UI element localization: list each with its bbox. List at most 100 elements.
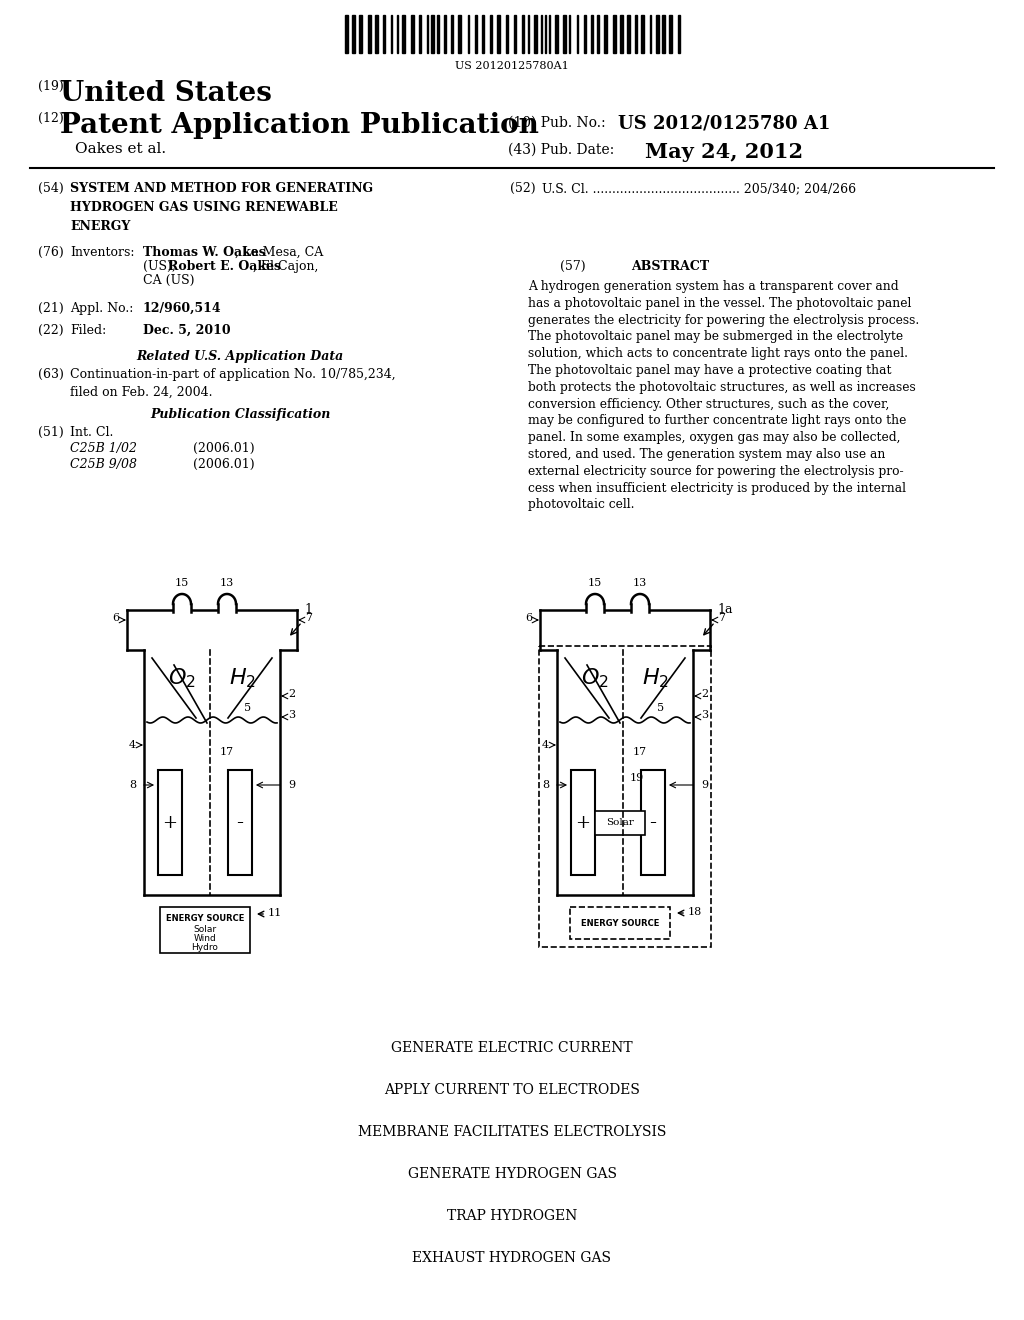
Text: 17: 17 (220, 747, 234, 756)
Text: 3: 3 (701, 710, 709, 719)
Text: (22): (22) (38, 323, 63, 337)
Text: 7: 7 (718, 612, 725, 623)
Text: C25B 1/02: C25B 1/02 (70, 442, 137, 455)
Bar (402, 15, 406, 53)
Bar (228, 770, 252, 875)
Text: APPLY CURRENT TO ELECTRODES: APPLY CURRENT TO ELECTRODES (384, 1082, 640, 1097)
Bar (444, 15, 446, 53)
Bar (514, 15, 516, 53)
Text: +: + (163, 813, 177, 832)
Text: +: + (575, 813, 591, 832)
Bar (368, 15, 371, 53)
Text: (19): (19) (38, 81, 63, 92)
Bar (597, 15, 599, 53)
Text: 13: 13 (633, 578, 647, 587)
Text: Hydro: Hydro (191, 942, 218, 952)
Text: (US);: (US); (143, 260, 180, 273)
Text: TRAP HYDROGEN: TRAP HYDROGEN (446, 1209, 578, 1224)
Text: 17: 17 (633, 747, 647, 756)
Bar (656, 15, 659, 53)
Text: May 24, 2012: May 24, 2012 (645, 143, 803, 162)
Bar (641, 15, 644, 53)
Bar (613, 15, 616, 53)
Text: 9: 9 (701, 780, 709, 789)
Bar (571, 770, 595, 875)
Text: $H_2$: $H_2$ (641, 667, 669, 690)
Text: Dec. 5, 2010: Dec. 5, 2010 (143, 323, 230, 337)
Text: (12): (12) (38, 112, 63, 125)
Text: 7: 7 (305, 612, 312, 623)
Bar (475, 15, 477, 53)
Text: (10) Pub. No.:: (10) Pub. No.: (508, 116, 605, 129)
Text: GENERATE HYDROGEN GAS: GENERATE HYDROGEN GAS (408, 1167, 616, 1181)
Text: 6: 6 (525, 612, 532, 623)
Text: (52): (52) (510, 182, 536, 195)
Text: Oakes et al.: Oakes et al. (75, 143, 166, 156)
Bar (352, 15, 355, 53)
Text: (57): (57) (560, 260, 586, 273)
Bar (160, 907, 250, 953)
Text: ABSTRACT: ABSTRACT (631, 260, 709, 273)
Text: 8: 8 (542, 780, 549, 789)
Text: MEMBRANE FACILITATES ELECTROLYSIS: MEMBRANE FACILITATES ELECTROLYSIS (357, 1125, 667, 1139)
Text: U.S. Cl. ...................................... 205/340; 204/266: U.S. Cl. ...............................… (542, 182, 856, 195)
Text: (63): (63) (38, 368, 63, 381)
Text: 18: 18 (688, 907, 702, 917)
Bar (591, 15, 593, 53)
Text: 3: 3 (288, 710, 295, 719)
Text: Inventors:: Inventors: (70, 246, 134, 259)
Text: 5: 5 (657, 704, 665, 713)
Text: Solar: Solar (194, 925, 216, 935)
Text: 9: 9 (288, 780, 295, 789)
Bar (534, 15, 537, 53)
Bar (437, 15, 439, 53)
Text: , La Mesa, CA: , La Mesa, CA (234, 246, 324, 259)
Text: 1a: 1a (717, 603, 732, 616)
Text: Thomas W. Oakes: Thomas W. Oakes (143, 246, 266, 259)
Bar (570, 907, 670, 939)
Text: 19: 19 (630, 774, 644, 783)
Text: (2006.01): (2006.01) (193, 458, 255, 471)
Bar (411, 15, 414, 53)
Text: US 20120125780A1: US 20120125780A1 (455, 61, 569, 71)
Text: Patent Application Publication: Patent Application Publication (60, 112, 539, 139)
Text: 15: 15 (175, 578, 189, 587)
Text: C25B 9/08: C25B 9/08 (70, 458, 137, 471)
Text: Solar: Solar (606, 818, 634, 828)
Bar (563, 15, 566, 53)
Text: EXHAUST HYDROGEN GAS: EXHAUST HYDROGEN GAS (413, 1251, 611, 1265)
Bar (359, 15, 362, 53)
Bar (419, 15, 421, 53)
Bar (451, 15, 453, 53)
Text: (54): (54) (38, 182, 63, 195)
Bar (345, 15, 348, 53)
Text: ENERGY SOURCE: ENERGY SOURCE (166, 913, 244, 923)
Text: (51): (51) (38, 426, 63, 440)
Bar (383, 15, 385, 53)
Text: Filed:: Filed: (70, 323, 106, 337)
Text: 6: 6 (112, 612, 119, 623)
Text: (2006.01): (2006.01) (193, 442, 255, 455)
Bar (662, 15, 665, 53)
Text: $O_2$: $O_2$ (168, 667, 196, 690)
Text: Continuation-in-part of application No. 10/785,234,
filed on Feb. 24, 2004.: Continuation-in-part of application No. … (70, 368, 395, 399)
Text: 5: 5 (244, 704, 251, 713)
Text: (43) Pub. Date:: (43) Pub. Date: (508, 143, 614, 157)
Bar (678, 15, 680, 53)
Text: 2: 2 (288, 689, 295, 700)
Text: -: - (237, 813, 244, 832)
Bar (555, 15, 558, 53)
Text: -: - (649, 813, 656, 832)
Text: (76): (76) (38, 246, 63, 259)
Text: Int. Cl.: Int. Cl. (70, 426, 114, 440)
Bar (604, 15, 607, 53)
Bar (490, 15, 492, 53)
Text: United States: United States (60, 81, 272, 107)
Bar (522, 15, 524, 53)
Bar (641, 770, 665, 875)
Bar (539, 645, 711, 946)
Text: Wind: Wind (194, 935, 216, 942)
Text: SYSTEM AND METHOD FOR GENERATING
HYDROGEN GAS USING RENEWABLE
ENERGY: SYSTEM AND METHOD FOR GENERATING HYDROGE… (70, 182, 373, 234)
Bar (627, 15, 630, 53)
Bar (375, 15, 378, 53)
